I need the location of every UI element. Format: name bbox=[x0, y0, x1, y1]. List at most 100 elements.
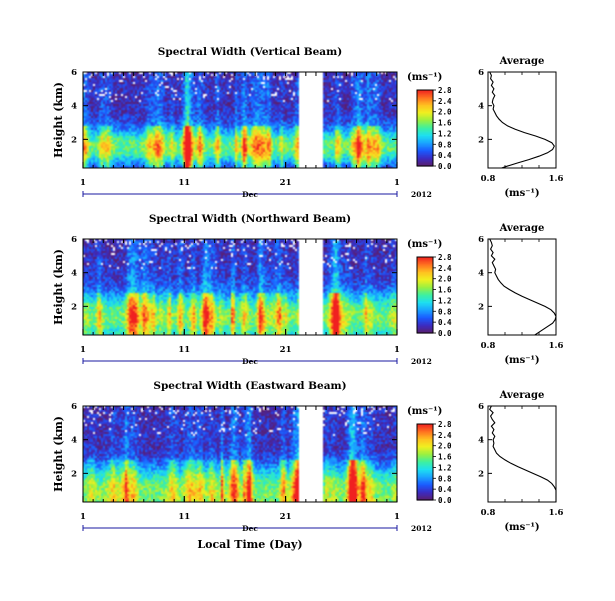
colorbar-cell bbox=[417, 460, 433, 463]
y-tick-label: 4 bbox=[71, 269, 77, 279]
profile-x-tick-label: 0.8 bbox=[481, 341, 496, 351]
colorbar-cell bbox=[417, 494, 433, 497]
colorbar-cell bbox=[417, 119, 433, 122]
colorbar-tick-label: 2.8 bbox=[438, 253, 452, 262]
x-tick-label: 21 bbox=[280, 178, 292, 188]
profile-title: Average bbox=[499, 223, 545, 234]
colorbar-cell bbox=[417, 489, 433, 492]
colorbar-cell bbox=[417, 303, 433, 306]
colorbar-tick-label: 0.4 bbox=[438, 318, 452, 327]
colorbar-tick-label: 1.6 bbox=[438, 453, 452, 462]
y-tick-label: 2 bbox=[71, 135, 77, 145]
colorbar-cell bbox=[417, 121, 433, 124]
colorbar-cell bbox=[417, 94, 433, 97]
colorbar-cell bbox=[417, 144, 433, 147]
colorbar-cell bbox=[417, 481, 433, 483]
heatmap-image bbox=[83, 72, 397, 168]
profile-y-tick-label: 6 bbox=[478, 402, 484, 412]
colorbar-cell bbox=[417, 433, 433, 436]
colorbar-cell bbox=[417, 493, 433, 496]
colorbar-cell bbox=[417, 274, 433, 277]
colorbar-cell bbox=[417, 156, 433, 159]
colorbar-cell bbox=[417, 468, 433, 471]
colorbar-cell bbox=[417, 455, 433, 458]
colorbar-cell bbox=[417, 267, 433, 270]
colorbar-tick-label: 2.4 bbox=[438, 264, 452, 273]
colorbar-cell bbox=[417, 128, 433, 130]
colorbar-cell bbox=[417, 495, 433, 498]
colorbar-cell bbox=[417, 309, 433, 312]
colorbar-tick-label: 0.0 bbox=[438, 329, 452, 338]
colorbar-cell bbox=[417, 451, 433, 454]
colorbar-cell bbox=[417, 142, 433, 145]
colorbar-cell bbox=[417, 491, 433, 494]
colorbar-cell bbox=[417, 316, 433, 319]
colorbar-cell bbox=[417, 434, 433, 437]
colorbar-cell bbox=[417, 471, 433, 474]
profile-title: Average bbox=[499, 56, 545, 67]
profile-y-tick-label: 4 bbox=[478, 269, 484, 279]
month-label: Dec bbox=[242, 190, 258, 199]
colorbar-cell bbox=[417, 265, 433, 268]
colorbar-cell bbox=[417, 440, 433, 443]
profile-y-tick-label: 4 bbox=[478, 102, 484, 112]
colorbar-cell bbox=[417, 466, 433, 469]
colorbar-cell bbox=[417, 326, 433, 329]
colorbar-cell bbox=[417, 478, 433, 481]
x-tick-label: 21 bbox=[280, 345, 292, 355]
colorbar-cell bbox=[417, 459, 433, 462]
colorbar-cell bbox=[417, 304, 433, 307]
colorbar-cell bbox=[417, 271, 433, 274]
colorbar-cell bbox=[417, 136, 433, 139]
profile-x-tick-label: 1.6 bbox=[549, 508, 564, 518]
colorbar-cell bbox=[417, 470, 433, 473]
colorbar-cell bbox=[417, 91, 433, 94]
colorbar-cell bbox=[417, 327, 433, 330]
colorbar-cell bbox=[417, 443, 433, 445]
colorbar-cell bbox=[417, 430, 433, 433]
colorbar-cell bbox=[417, 429, 433, 432]
colorbar-tick-label: 2.0 bbox=[438, 108, 452, 117]
colorbar-cell bbox=[417, 110, 433, 113]
colorbar-tick-label: 0.8 bbox=[438, 307, 452, 316]
colorbar-cell bbox=[417, 129, 433, 132]
colorbar-cell bbox=[417, 276, 433, 278]
colorbar-frame bbox=[416, 423, 434, 501]
x-tick-label: 1 bbox=[394, 512, 400, 522]
colorbar-cell bbox=[417, 476, 433, 479]
colorbar-cell bbox=[417, 490, 433, 493]
heatmap-image bbox=[83, 239, 397, 335]
profile-x-label: (ms⁻¹) bbox=[504, 522, 539, 533]
colorbar-cell bbox=[417, 114, 433, 117]
colorbar-unit: (ms⁻¹) bbox=[407, 406, 442, 417]
colorbar-tick-label: 1.6 bbox=[438, 119, 452, 128]
colorbar-cell bbox=[417, 432, 433, 435]
y-tick-label: 6 bbox=[71, 402, 77, 412]
colorbar-cell bbox=[417, 447, 433, 450]
colorbar-cell bbox=[417, 160, 433, 163]
colorbar-cell bbox=[417, 98, 433, 101]
colorbar-cell bbox=[417, 145, 433, 148]
colorbar-cell bbox=[417, 296, 433, 299]
y-axis-label: Height (km) bbox=[52, 416, 65, 492]
profile-line bbox=[489, 71, 555, 169]
colorbar-cell bbox=[417, 482, 433, 485]
colorbar-cell bbox=[417, 280, 433, 283]
colorbar-cell bbox=[417, 444, 433, 447]
colorbar-tick-label: 0.0 bbox=[438, 496, 452, 505]
colorbar-cell bbox=[417, 292, 433, 295]
profile-frame bbox=[487, 405, 557, 503]
colorbar-cell bbox=[417, 293, 433, 296]
x-tick-label: 21 bbox=[280, 512, 292, 522]
colorbar-cell bbox=[417, 161, 433, 164]
colorbar-cell bbox=[417, 118, 433, 121]
y-tick-label: 2 bbox=[71, 469, 77, 479]
colorbar-cell bbox=[417, 149, 433, 152]
colorbar-cell bbox=[417, 445, 433, 448]
panel-2: Spectral Width (Eastward Beam)1 11 21 1642H… bbox=[52, 380, 563, 551]
colorbar-cell bbox=[417, 152, 433, 155]
colorbar-cell bbox=[417, 285, 433, 288]
colorbar-cell bbox=[417, 141, 433, 144]
colorbar-cell bbox=[417, 266, 433, 269]
colorbar-cell bbox=[417, 467, 433, 470]
